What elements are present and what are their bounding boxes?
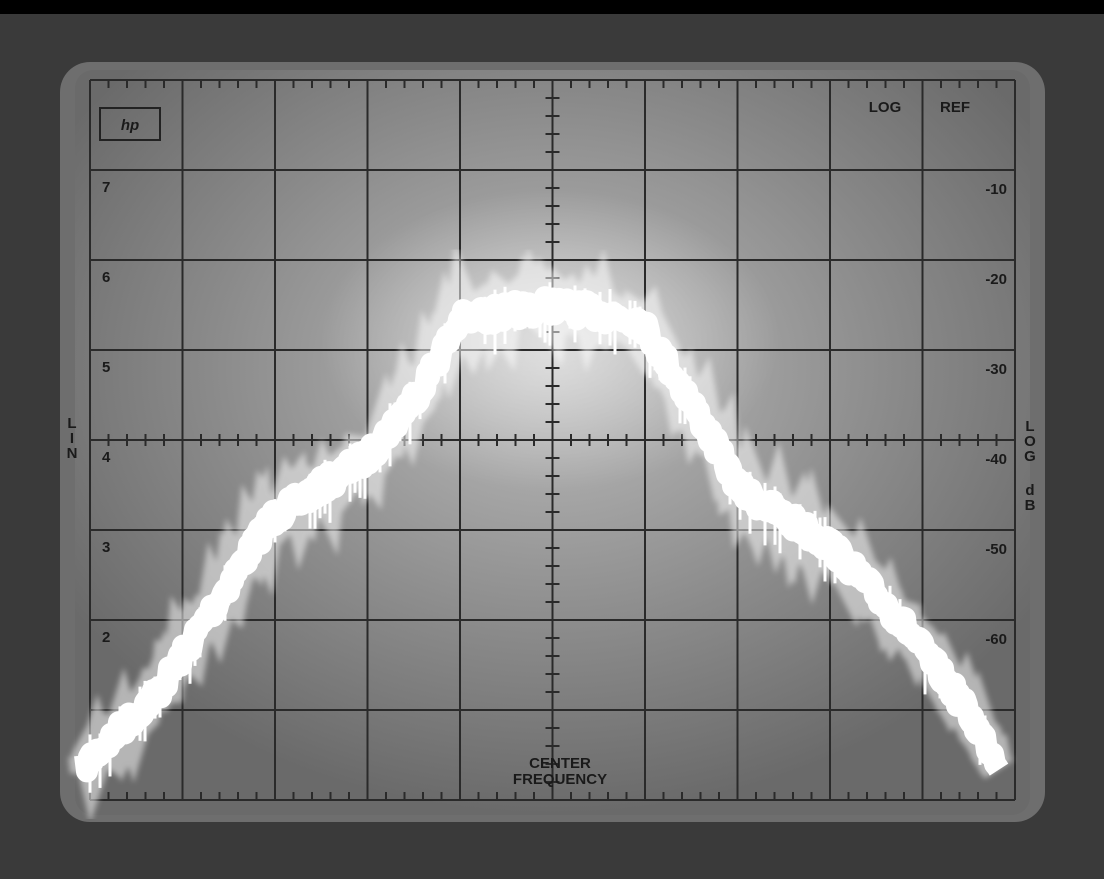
footer-frequency: FREQUENCY xyxy=(513,771,607,788)
right-scale-label: -10 xyxy=(985,181,1007,198)
right-scale-label: -30 xyxy=(985,361,1007,378)
top-border xyxy=(0,0,1104,14)
spectrum-trace xyxy=(68,242,1014,823)
mode-label: LOG xyxy=(869,99,902,116)
right-scale-label: -60 xyxy=(985,631,1007,648)
left-scale-label: 4 xyxy=(102,449,111,466)
left-scale-label: 6 xyxy=(102,269,110,286)
log-label: LOG xyxy=(1022,418,1039,463)
logo: hp xyxy=(121,117,139,134)
left-scale-label: 7 xyxy=(102,179,110,196)
left-scale-label: 5 xyxy=(102,359,110,376)
left-scale-label: 3 xyxy=(102,539,110,556)
trace-core xyxy=(74,286,1009,783)
left-scale-label: 2 xyxy=(102,629,110,646)
right-scale-label: -50 xyxy=(985,541,1007,558)
db-label: dB xyxy=(1022,482,1039,512)
logo-box xyxy=(99,107,161,141)
ref-label: REF xyxy=(940,99,970,116)
graticule xyxy=(89,79,1016,801)
footer-center: CENTER xyxy=(529,755,591,772)
right-scale-label: -40 xyxy=(985,451,1007,468)
right-scale-label: -20 xyxy=(985,271,1007,288)
lin-label: LIN xyxy=(64,415,81,460)
